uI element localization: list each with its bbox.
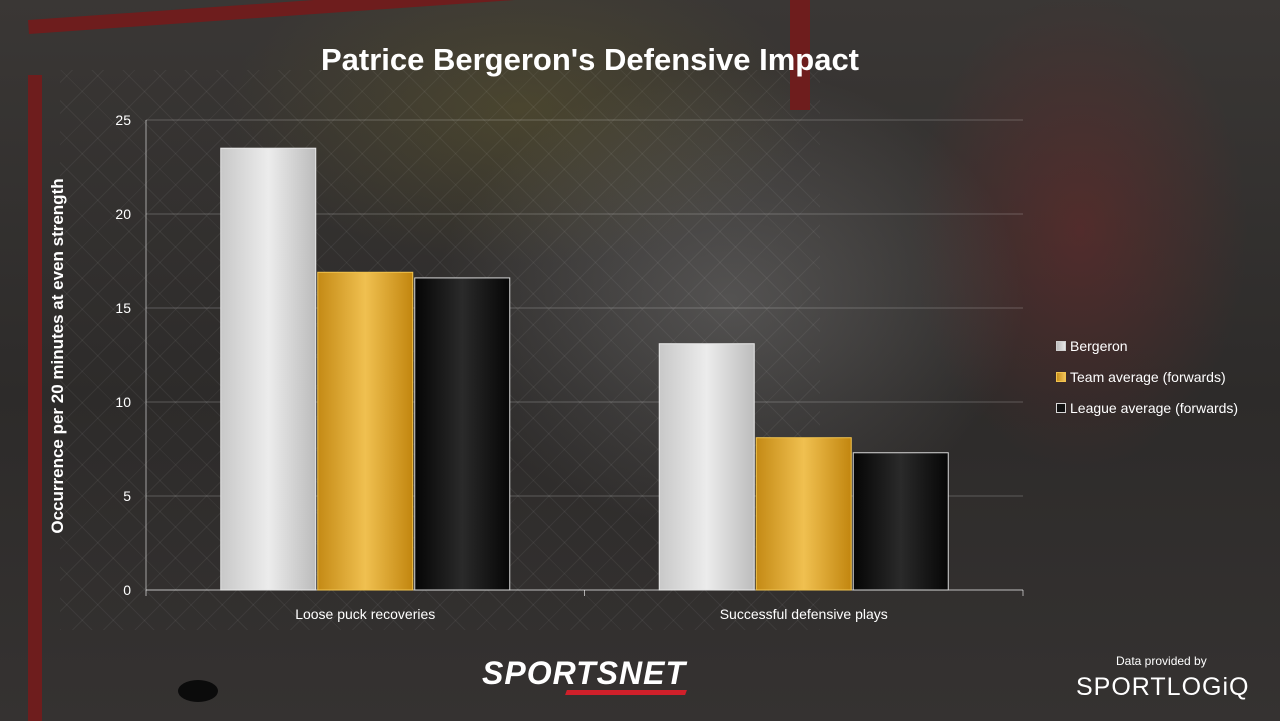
x-category-label: Loose puck recoveries bbox=[295, 606, 435, 622]
sportlogiq-logo: SPORTLOGiQ bbox=[1076, 673, 1250, 701]
goal-post-right bbox=[790, 0, 810, 110]
goal-post-left bbox=[28, 75, 42, 721]
chart-title: Patrice Bergeron's Defensive Impact bbox=[320, 42, 860, 77]
legend-label: Team average (forwards) bbox=[1070, 368, 1226, 385]
y-axis-label: Occurrence per 20 minutes at even streng… bbox=[48, 178, 67, 534]
x-category-label: Successful defensive plays bbox=[720, 606, 888, 622]
bar-league-average-forwards-1 bbox=[414, 277, 511, 591]
bar-bergeron-2 bbox=[658, 343, 755, 591]
puck bbox=[178, 680, 218, 702]
sportsnet-logo-swoosh bbox=[565, 690, 687, 695]
legend-item-league-average: League average (forwards) bbox=[1056, 392, 1238, 423]
bar-team-average-forwards-1 bbox=[317, 271, 414, 591]
y-tick-label: 15 bbox=[115, 300, 131, 316]
y-tick-label: 25 bbox=[115, 112, 131, 128]
y-tick-label: 20 bbox=[115, 206, 131, 222]
legend-label: League average (forwards) bbox=[1070, 399, 1239, 416]
legend: Bergeron Team average (forwards) League … bbox=[1056, 330, 1238, 423]
legend-item-team-average: Team average (forwards) bbox=[1056, 361, 1238, 392]
legend-swatch-team-average bbox=[1056, 371, 1066, 382]
bar-team-average-forwards-2 bbox=[755, 437, 852, 591]
sportsnet-logo: SPORTSNET bbox=[482, 655, 686, 691]
y-tick-label: 5 bbox=[123, 488, 131, 504]
y-tick-label: 10 bbox=[115, 394, 131, 410]
legend-item-bergeron: Bergeron bbox=[1056, 330, 1238, 361]
y-tick-label: 0 bbox=[123, 582, 131, 598]
data-credit-text: Data provided by bbox=[1116, 654, 1207, 668]
bar-league-average-forwards-2 bbox=[852, 452, 949, 591]
legend-swatch-bergeron bbox=[1056, 340, 1066, 351]
legend-swatch-league-average bbox=[1056, 402, 1066, 413]
bar-bergeron-1 bbox=[220, 147, 317, 591]
legend-label: Bergeron bbox=[1070, 337, 1128, 354]
